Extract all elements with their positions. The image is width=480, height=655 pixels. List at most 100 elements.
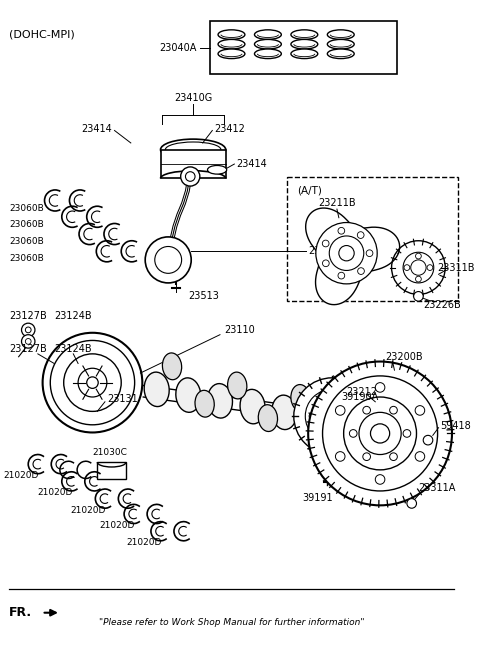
Circle shape	[392, 241, 445, 295]
Ellipse shape	[327, 49, 354, 58]
Circle shape	[43, 333, 142, 432]
Text: 23127B: 23127B	[9, 310, 47, 320]
Text: 23311B: 23311B	[438, 263, 475, 272]
Circle shape	[336, 405, 345, 415]
Circle shape	[407, 498, 417, 508]
Ellipse shape	[165, 142, 221, 157]
Ellipse shape	[272, 395, 297, 430]
Ellipse shape	[254, 49, 281, 58]
Text: 23212: 23212	[347, 387, 377, 397]
Text: 21020D: 21020D	[37, 489, 72, 497]
Circle shape	[336, 452, 345, 461]
Circle shape	[338, 227, 345, 234]
Circle shape	[329, 236, 364, 271]
Ellipse shape	[291, 49, 318, 58]
Text: 23226B: 23226B	[423, 300, 461, 310]
Circle shape	[427, 265, 433, 271]
Text: 21020D: 21020D	[126, 538, 161, 547]
Text: 59418: 59418	[441, 421, 471, 431]
Bar	[160, 149, 226, 178]
Text: 21020D: 21020D	[99, 521, 134, 530]
Circle shape	[415, 405, 425, 415]
Circle shape	[185, 172, 195, 181]
Polygon shape	[306, 208, 400, 305]
Ellipse shape	[207, 384, 232, 418]
Circle shape	[305, 389, 359, 443]
Text: FR.: FR.	[9, 607, 32, 619]
Circle shape	[155, 246, 181, 273]
Circle shape	[22, 323, 35, 337]
Text: 21020D: 21020D	[71, 506, 106, 515]
Text: 23124B: 23124B	[54, 310, 92, 320]
Text: 23060B: 23060B	[9, 204, 44, 213]
Text: 23060B: 23060B	[9, 237, 44, 246]
Text: 23131: 23131	[107, 394, 138, 404]
Text: 23414: 23414	[236, 159, 267, 169]
Circle shape	[411, 260, 426, 275]
Circle shape	[316, 223, 377, 284]
Text: 39191: 39191	[302, 493, 333, 502]
Circle shape	[322, 240, 329, 247]
Circle shape	[323, 376, 438, 491]
Bar	[287, 176, 458, 301]
Circle shape	[344, 397, 417, 470]
Text: 21020D: 21020D	[3, 471, 39, 480]
Ellipse shape	[240, 389, 265, 424]
Ellipse shape	[258, 405, 277, 432]
Circle shape	[371, 424, 390, 443]
Ellipse shape	[162, 353, 181, 380]
Circle shape	[64, 354, 121, 411]
Circle shape	[319, 403, 346, 430]
Circle shape	[25, 339, 31, 345]
Text: 23211B: 23211B	[318, 198, 355, 208]
Ellipse shape	[218, 30, 245, 39]
Text: 23410G: 23410G	[174, 93, 212, 103]
Ellipse shape	[291, 30, 318, 39]
Circle shape	[328, 393, 336, 401]
Circle shape	[403, 430, 411, 438]
Circle shape	[50, 341, 135, 425]
Ellipse shape	[327, 39, 354, 49]
Circle shape	[338, 272, 345, 279]
Text: (DOHC-MPI): (DOHC-MPI)	[9, 29, 75, 39]
Circle shape	[87, 377, 98, 388]
Ellipse shape	[291, 39, 318, 49]
Circle shape	[328, 432, 336, 440]
Text: 23414: 23414	[81, 124, 112, 134]
Circle shape	[359, 413, 401, 455]
Ellipse shape	[291, 384, 310, 411]
Circle shape	[403, 252, 434, 283]
Ellipse shape	[327, 30, 354, 39]
Circle shape	[180, 167, 200, 186]
Text: 21030C: 21030C	[93, 448, 127, 457]
Circle shape	[416, 276, 421, 282]
Circle shape	[25, 327, 31, 333]
Ellipse shape	[218, 49, 245, 58]
Ellipse shape	[207, 166, 227, 174]
Text: 23200B: 23200B	[385, 352, 422, 362]
Circle shape	[22, 335, 35, 348]
Text: 23060B: 23060B	[9, 254, 44, 263]
Text: 23124B: 23124B	[54, 344, 92, 354]
Bar	[210, 21, 397, 74]
Circle shape	[145, 237, 191, 283]
Text: "Please refer to Work Shop Manual for further information": "Please refer to Work Shop Manual for fu…	[99, 618, 364, 627]
Circle shape	[309, 413, 317, 420]
Text: (A/T): (A/T)	[297, 186, 322, 196]
Circle shape	[323, 260, 329, 267]
Text: 23040A: 23040A	[159, 43, 197, 53]
Ellipse shape	[254, 39, 281, 49]
Circle shape	[416, 253, 421, 259]
Circle shape	[415, 452, 425, 461]
Circle shape	[390, 453, 397, 460]
Circle shape	[339, 246, 354, 261]
Circle shape	[375, 383, 385, 392]
Circle shape	[423, 436, 433, 445]
Text: 23510: 23510	[308, 246, 339, 256]
Circle shape	[321, 462, 334, 476]
Ellipse shape	[176, 378, 201, 412]
Circle shape	[78, 368, 107, 397]
Ellipse shape	[160, 139, 226, 160]
Ellipse shape	[218, 39, 245, 49]
Ellipse shape	[305, 399, 330, 434]
